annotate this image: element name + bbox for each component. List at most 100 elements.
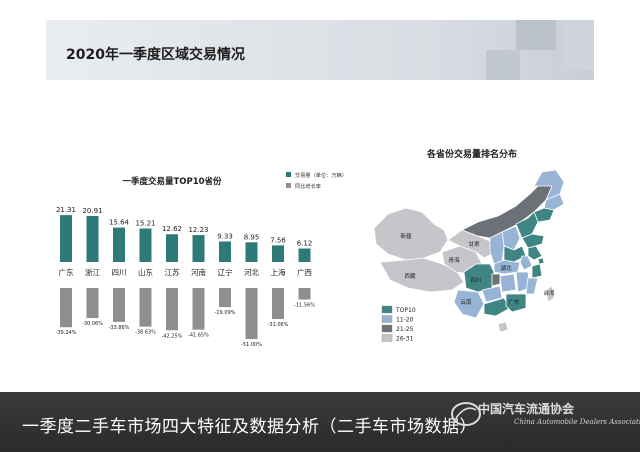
map-region-label: 四川 (470, 277, 481, 284)
header-decoration (562, 20, 594, 70)
logo-text-cn: 中国汽车流通协会 (478, 402, 575, 416)
bar-volume (166, 234, 178, 262)
chart-legend: 交易量（单位：万辆） 同比增长率 (286, 171, 347, 190)
bar-volume (219, 241, 231, 262)
bar-volume (139, 228, 152, 262)
region-yunnan (453, 289, 485, 319)
region-zhejiang (531, 263, 543, 279)
region-anhui (519, 255, 533, 271)
bar-chart: 一季度交易量TOP10省份 交易量（单位：万辆） 同比增长率 21.31 广东 -39… (56, 171, 347, 348)
map-legend-label: 11-20 (396, 317, 414, 324)
region-jilin (543, 193, 565, 211)
video-caption: 一季度二手车市场四大特征及数据分析（二手车市场数据） (22, 417, 477, 437)
bar-volume (86, 215, 99, 262)
bar-value-label: 15.64 (109, 219, 130, 227)
bar-value-label: 15.21 (135, 220, 155, 228)
map-legend-swatch (381, 334, 393, 342)
bar-value-label: 9.33 (217, 232, 233, 240)
growth-value-label: -38.63% (135, 330, 156, 336)
category-label: 河南 (191, 267, 206, 277)
region-shaanxi (489, 231, 505, 265)
bar-value-label: 12.62 (162, 225, 182, 233)
bar-volume (298, 248, 311, 262)
growth-value-label: -51.00% (241, 342, 262, 348)
category-label: 广东 (59, 267, 74, 277)
bar-volume (192, 235, 205, 262)
bar-growth (60, 288, 72, 328)
bar-volume (60, 215, 72, 262)
region-hainan (497, 321, 509, 333)
caption-band (0, 392, 640, 452)
header-decoration (486, 50, 520, 80)
region-xizang (379, 257, 465, 293)
bar-value-label: 12.23 (188, 226, 208, 234)
legend-swatch (286, 183, 291, 188)
region-guangdong (505, 293, 527, 313)
bar-growth (272, 288, 284, 320)
region-shandong (521, 233, 545, 249)
map-legend-label: 26-31 (396, 336, 414, 343)
header-decoration (516, 20, 556, 50)
region-hubei (493, 259, 521, 275)
map-region-label: 新疆 (400, 232, 412, 240)
bar-growth (113, 288, 125, 322)
map-region-label: 台湾 (543, 289, 555, 297)
logo-text-en: China Automobile Dealers Association (514, 418, 640, 426)
map-regions (373, 169, 565, 333)
category-label: 浙江 (85, 267, 100, 277)
map-legend-label: 21-25 (396, 326, 414, 333)
bar-value-label: 8.95 (244, 233, 260, 241)
legend-label: 交易量（单位：万辆） (295, 171, 347, 179)
map-legend-swatch (381, 315, 393, 323)
page-title: 2020年一季度区域交易情况 (66, 47, 245, 63)
bar-growth (219, 288, 231, 308)
region-jiangsu (527, 245, 543, 261)
growth-value-label: -42.25% (162, 333, 183, 339)
growth-value-label: -39.24% (56, 330, 77, 336)
category-label: 上海 (271, 267, 286, 277)
header-band (46, 20, 594, 80)
category-label: 广西 (297, 267, 312, 277)
growth-value-label: -41.65% (188, 333, 209, 339)
map-region-label: 青海 (448, 256, 460, 264)
legend-swatch (286, 172, 291, 177)
car-association-logo-icon (451, 402, 481, 426)
map-region-label: 广东 (508, 298, 520, 306)
map-region-label: 西藏 (404, 272, 416, 280)
region-shanghai (537, 257, 545, 265)
map-legend: TOP10 11-20 21-25 26-31 (381, 305, 416, 343)
legend-label: 同比增长率 (295, 182, 321, 190)
region-guangxi (483, 297, 511, 317)
bar-growth (298, 288, 311, 300)
bar-growth (139, 288, 152, 327)
category-label: 河北 (244, 268, 259, 277)
category-label: 四川 (112, 268, 127, 277)
growth-value-label: -31.06% (268, 322, 289, 328)
growth-value-label: -11.56% (294, 303, 315, 309)
chart-title: 一季度交易量TOP10省份 (122, 176, 222, 187)
map-title: 各省份交易量排名分布 (426, 148, 517, 160)
bar-growth (86, 288, 99, 319)
growth-value-label: -30.06% (82, 321, 103, 327)
growth-value-label: -19.09% (215, 310, 236, 316)
category-label: 山东 (138, 267, 153, 277)
bar-marks: 21.31 广东 -39.24% 20.91 浙江 -30.06% 15.64 四川 -33.8… (56, 206, 316, 348)
map-legend-swatch (381, 305, 393, 314)
map-region-label: 湖北 (500, 264, 512, 272)
map-region-label: 云南 (460, 298, 472, 306)
region-fujian (525, 277, 539, 295)
region-taiwan (545, 285, 555, 303)
map-legend-swatch (381, 324, 393, 333)
bar-value-label: 6.12 (297, 240, 313, 248)
region-guizhou (481, 285, 503, 303)
category-label: 辽宁 (218, 267, 233, 277)
region-chongqing (491, 273, 501, 287)
bar-value-label: 21.31 (56, 206, 76, 214)
bar-value-label: 20.91 (82, 207, 102, 215)
bar-value-label: 7.56 (270, 236, 286, 244)
growth-value-label: -33.86% (109, 325, 130, 331)
bar-growth (166, 288, 178, 331)
region-hunan (499, 273, 517, 293)
